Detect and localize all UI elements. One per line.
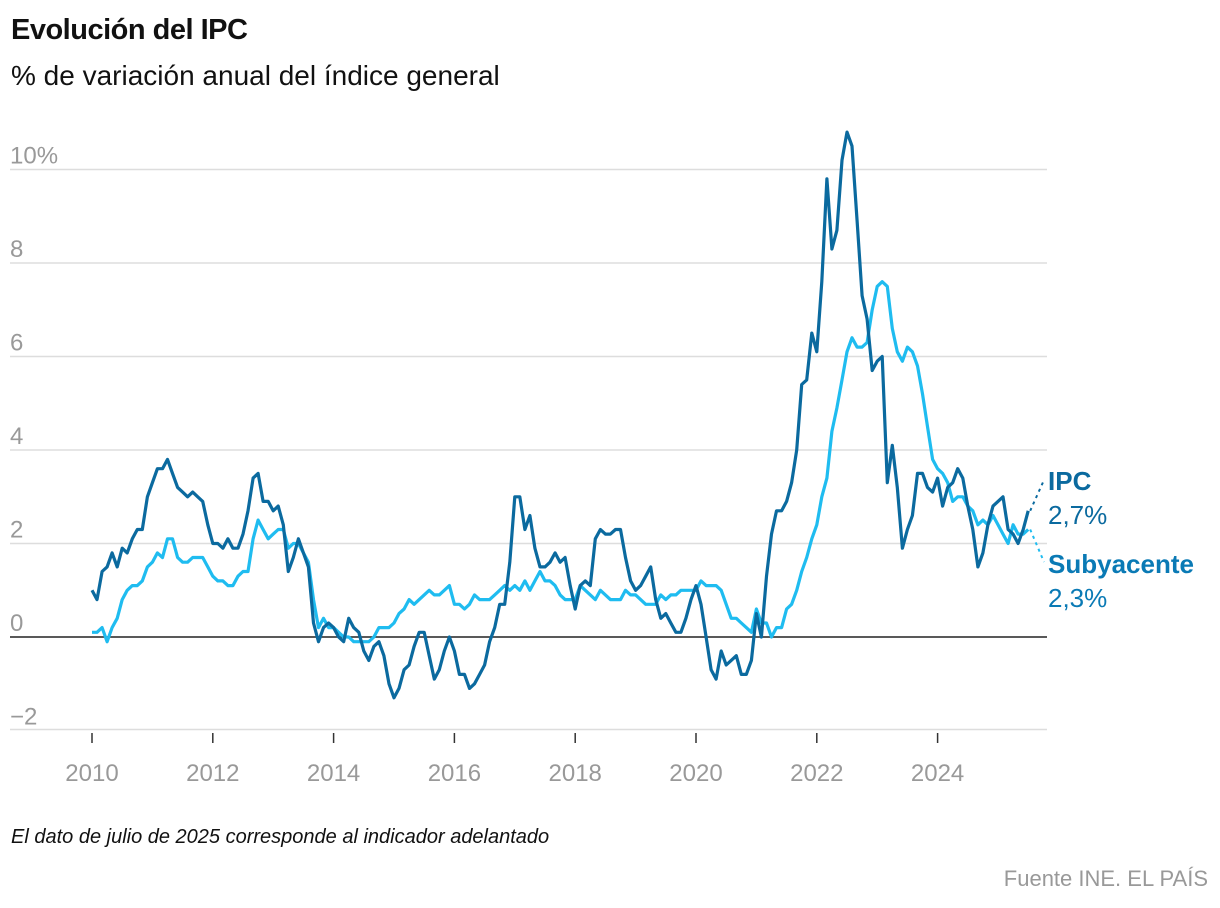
x-tick-label: 2010 (65, 760, 118, 787)
x-tick-label: 2018 (549, 760, 602, 787)
y-tick-label: −2 (10, 704, 37, 731)
chart-subtitle: % de variación anual del índice general (11, 60, 500, 91)
ipc-line (90, 130, 1030, 700)
x-tick-label: 2014 (307, 760, 360, 787)
y-tick-label: 6 (10, 330, 23, 357)
chart-title: Evolución del IPC (11, 14, 248, 46)
x-tick-label: 2016 (428, 760, 481, 787)
x-tick-label: 2024 (911, 760, 964, 787)
y-tick-label: 0 (10, 610, 23, 637)
ipc-leader (1029, 479, 1045, 512)
subyacente-legend-label: Subyacente (1048, 549, 1194, 579)
subyacente-leader (1029, 529, 1045, 563)
source-credit: Fuente INE. EL PAÍS (1003, 866, 1208, 891)
y-tick-label: 2 (10, 517, 23, 544)
x-tick-label: 2022 (790, 760, 843, 787)
x-tick-label: 2020 (669, 760, 722, 787)
y-tick-label: 8 (10, 236, 23, 263)
subyacente-end-value: 2,3% (1048, 583, 1107, 613)
ipc-end-value: 2,7% (1048, 500, 1107, 530)
x-tick-label: 2012 (186, 760, 239, 787)
subyacente-line (92, 280, 1030, 644)
ipc-legend-label: IPC (1048, 466, 1092, 496)
y-tick-label: 10% (10, 143, 58, 170)
y-tick-label: 4 (10, 423, 23, 450)
footnote: El dato de julio de 2025 corresponde al … (11, 826, 550, 848)
